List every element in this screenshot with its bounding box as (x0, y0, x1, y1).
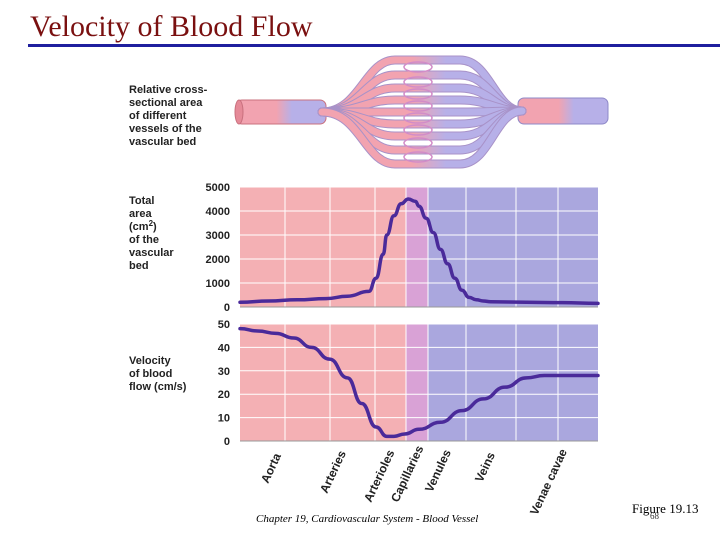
chart-band (240, 324, 406, 441)
chart-band (428, 187, 598, 307)
velocity-chart: 0 10 20 30 40 50 Velocity of blood flow (cm/s) (129, 319, 600, 448)
y-tick-label: 40 (218, 342, 230, 354)
y-tick-label: 2000 (206, 254, 230, 266)
y-tick-label: 0 (224, 302, 230, 314)
aorta-vessel (235, 99, 327, 125)
y-axis-label: Velocity of blood flow (cm/s) (129, 355, 187, 393)
slide-title: Velocity of Blood Flow (30, 10, 313, 43)
chart-band (240, 187, 406, 307)
vena-cava-vessel (517, 97, 609, 125)
footer-text: Chapter 19, Cardiovascular System - Bloo… (256, 513, 479, 525)
y-tick-label: 50 (218, 319, 230, 331)
capillary-loop (403, 151, 433, 163)
vessel-diagram (234, 55, 609, 169)
capillary-loop (403, 61, 433, 73)
y-tick-label: 3000 (206, 230, 230, 242)
diagram-label: Relative cross-sectional area of differen… (129, 84, 208, 148)
y-tick-label: 10 (218, 413, 230, 425)
figure-reference: Figure 19.13 (632, 501, 699, 516)
title-rule (28, 44, 720, 47)
y-tick-label: 4000 (206, 206, 230, 218)
chart-band (406, 187, 428, 307)
aorta-opening (234, 99, 244, 125)
category-label: Veins (472, 450, 498, 485)
capillary-loop (403, 76, 433, 88)
chart-band (406, 324, 428, 441)
vessel-branch (318, 107, 526, 168)
y-tick-label: 20 (218, 389, 230, 401)
category-labels: Aorta Arteries ArteriolesCapillariesVenule… (258, 443, 570, 517)
capillary-loop (403, 100, 433, 112)
y-tick-label: 5000 (206, 182, 230, 194)
category-label: Aorta (258, 451, 284, 486)
y-tick-label: 30 (218, 366, 230, 378)
capillary-loop (403, 124, 433, 136)
slide-number: 68 (650, 511, 659, 521)
y-tick-label: 0 (224, 436, 230, 448)
category-label: Venae cavae (527, 446, 570, 517)
capillary-loop (403, 112, 433, 124)
category-label: Venules (422, 447, 454, 494)
capillary-loop (403, 88, 433, 100)
y-tick-label: 1000 (206, 278, 230, 290)
diagram-label-text: Relative cross-sectional area of differen… (129, 84, 208, 148)
capillary-loop (403, 137, 433, 149)
series-line (238, 197, 600, 306)
category-label: Arteries (317, 448, 349, 495)
series-line (238, 326, 600, 439)
total-area-chart: 0 1000 2000 3000 4000 5000 Total area (cm2) of th… (129, 182, 600, 314)
y-axis-label: Total area (cm2) of the vascular bed (129, 195, 174, 272)
